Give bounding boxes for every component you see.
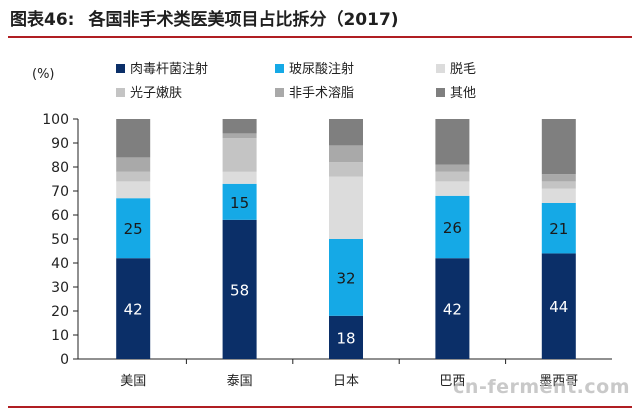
legend-label: 肉毒杆菌注射 (130, 61, 208, 77)
y-tick-label: 20 (51, 304, 69, 320)
figure-title: 图表46: 各国非手术类医美项目占比拆分（2017) (10, 6, 399, 34)
bar-data-label: 42 (124, 301, 143, 319)
bar-data-label: 21 (549, 220, 568, 238)
bar-segment (116, 198, 151, 259)
bar-segment (541, 203, 576, 254)
bar-segment (329, 176, 363, 239)
legend-label: 脱毛 (450, 62, 476, 77)
legend-swatch (275, 64, 284, 73)
figure-label: 图表46: (10, 10, 75, 30)
x-category-label: 美国 (120, 374, 146, 389)
bar-segment (116, 258, 151, 359)
bar-segment (116, 119, 151, 158)
legend-label: 其他 (450, 86, 476, 101)
bar-segment (116, 171, 151, 182)
figure-title-text: 各国非手术类医美项目占比拆分（2017) (88, 10, 399, 30)
bar-segment (435, 119, 470, 165)
bar-segment (541, 188, 576, 203)
legend-label: 玻尿酸注射 (289, 61, 354, 77)
bar-segment (329, 315, 363, 359)
bar-segment (541, 181, 576, 189)
bar-data-label: 15 (230, 194, 249, 212)
bar-segment (222, 183, 257, 220)
legend-swatch (116, 64, 125, 73)
bar-segment (222, 171, 257, 184)
y-tick-label: 10 (51, 328, 69, 344)
bar-segment (435, 164, 470, 172)
x-category-label: 泰国 (227, 374, 253, 389)
y-tick-label: 60 (51, 208, 69, 224)
bar-segment (222, 119, 257, 134)
x-category-label: 巴西 (439, 374, 465, 389)
bar-data-label: 25 (124, 220, 143, 238)
bar-segment (329, 239, 363, 316)
bar-data-label: 32 (336, 269, 355, 287)
bar-data-label: 58 (230, 281, 249, 299)
bar-data-label: 42 (443, 301, 462, 319)
legend-swatch (436, 64, 445, 73)
bar-segment (329, 145, 363, 163)
y-tick-label: 0 (60, 352, 69, 368)
y-tick-label: 80 (51, 160, 69, 176)
y-tick-label: 90 (51, 136, 69, 152)
bar-segment (435, 258, 470, 359)
y-tick-label: 50 (51, 232, 69, 248)
y-tick-label: 30 (51, 280, 69, 296)
legend-label: 非手术溶脂 (289, 86, 354, 101)
legend-swatch (436, 88, 445, 97)
bottom-rule (8, 406, 632, 408)
bar-segment (541, 253, 576, 359)
legend-swatch (116, 88, 125, 97)
bar-segment (222, 219, 257, 359)
bar-segment (329, 162, 363, 177)
legend-label: 光子嫩肤 (130, 86, 182, 101)
bar-segment (541, 174, 576, 182)
y-tick-label: 100 (42, 112, 69, 128)
x-category-label: 日本 (333, 374, 359, 389)
y-tick-label: 40 (51, 256, 69, 272)
bar-data-label: 44 (549, 298, 568, 316)
bar-data-label: 18 (336, 329, 355, 347)
x-category-label: 墨西哥 (539, 374, 578, 389)
bar-segment (435, 195, 470, 259)
watermark: cn-ferment.com (453, 376, 630, 398)
bar-segment (222, 138, 257, 172)
y-axis-label: (%) (32, 67, 55, 82)
bar-data-label: 26 (443, 219, 462, 237)
bar-segment (435, 171, 470, 182)
bar-segment (116, 157, 151, 172)
bar-segment (541, 119, 576, 175)
bar-segment (435, 181, 470, 196)
bar-segment (116, 181, 151, 199)
y-tick-label: 70 (51, 184, 69, 200)
legend-swatch (275, 88, 284, 97)
title-rule (8, 36, 632, 38)
bar-segment (329, 119, 363, 146)
bar-segment (222, 133, 257, 139)
